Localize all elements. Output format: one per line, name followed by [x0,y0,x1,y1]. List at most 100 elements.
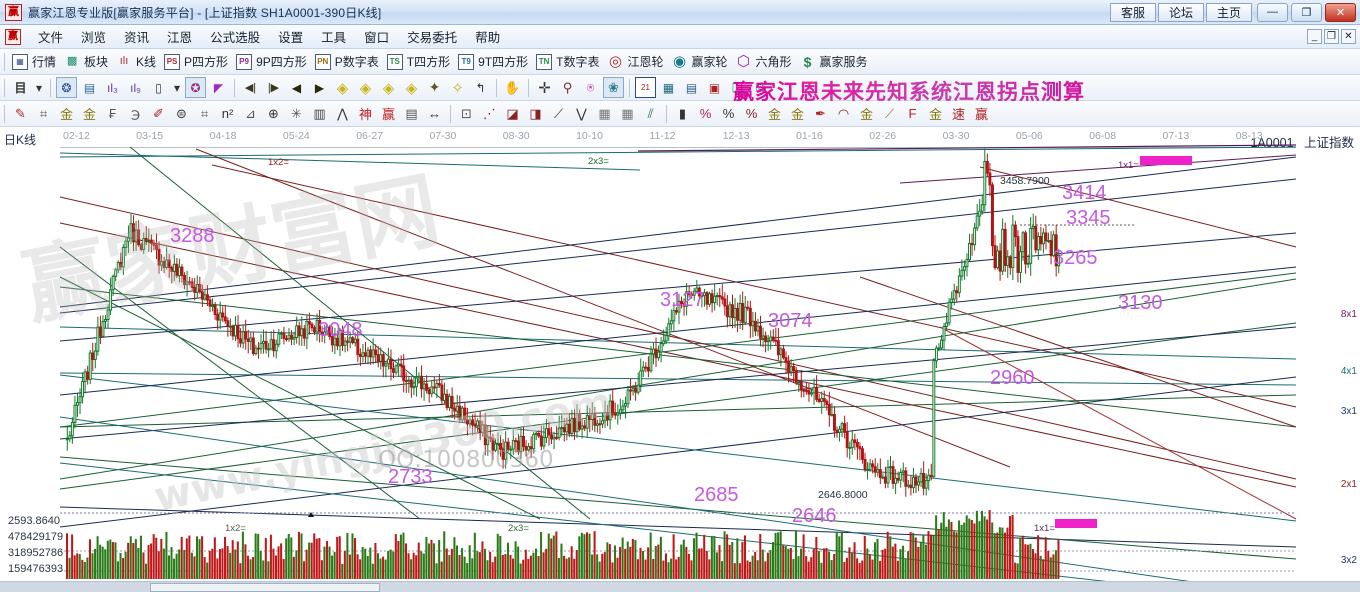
percent-line-icon[interactable]: % [745,106,758,121]
menu-item-browse[interactable]: 浏览 [81,31,107,45]
indicator9-icon[interactable]: ıl₉ [130,80,141,95]
star-burst-icon[interactable]: ✳ [291,105,302,121]
overlay-icon[interactable]: ❂ [56,77,77,98]
chart-canvas[interactable] [0,127,1360,592]
mdi-minimize-icon[interactable]: _ [1307,29,1322,44]
polygon-fill-icon[interactable]: ◪ [506,105,519,121]
dropdown-arrow-icon[interactable]: ▾ [35,80,43,95]
spiral-icon[interactable]: ℈ [130,105,141,121]
print-icon[interactable]: ⎙ [750,77,771,98]
zoom-out-y-icon[interactable]: ✧ [451,79,464,97]
bar-compare-icon[interactable]: ▮ [678,105,687,121]
menu-item-gann[interactable]: 江恩 [167,31,193,45]
gold-line-icon[interactable]: 金 [790,107,804,122]
gold-fan2-icon[interactable]: 金 [82,107,96,122]
scrollbar-thumb[interactable] [150,583,380,592]
column-icon[interactable]: ▯ [155,80,162,95]
pencil-draw-icon[interactable]: ✎ [15,105,26,121]
shift-left-icon[interactable]: ◈ [336,79,349,97]
chart-area[interactable]: 日K线 1A0001 上证指数 02-12 03-15 04-18 05-24 06-2… [0,127,1360,592]
menu-item-news[interactable]: 资讯 [124,31,150,45]
ying-icon[interactable]: 赢 [381,107,395,122]
zoom-in-x-icon[interactable]: ◈ [382,79,395,97]
close-icon[interactable]: ✕ [1325,2,1356,22]
toolbar-button-quotes[interactable]: ▦ 行情 [9,51,61,73]
minimize-icon[interactable]: — [1257,2,1288,22]
toolbar-button-t-square[interactable]: TS T四方形 [384,51,455,73]
menu-item-help[interactable]: 帮助 [475,31,501,45]
list-report-icon[interactable]: ▤ [83,80,96,95]
box-diag-icon[interactable]: ◨ [529,105,542,121]
zoom-in-y-icon[interactable]: ✦ [428,79,441,95]
zoom-out-x-icon[interactable]: ◈ [405,79,418,97]
menu-item-formula-stock-pick[interactable]: 公式选股 [210,31,261,45]
wave-mark-icon[interactable]: ⋀ [337,105,348,121]
horizontal-scrollbar[interactable] [0,581,1360,592]
fan-lines-icon[interactable]: ⋰ [483,105,496,121]
grid-lines-icon[interactable]: ⌗ [200,105,209,121]
toolbar-button-kline[interactable]: ılı K线 [113,51,161,73]
ink-pen-icon[interactable]: ✒ [815,105,826,121]
shift-right-icon[interactable]: ◈ [359,79,372,97]
formula-icon[interactable]: ✪ [185,77,206,98]
mdi-close-icon[interactable]: ✕ [1341,29,1356,44]
gold-ratio-icon[interactable]: 金 [859,107,873,122]
calendar-period-icon[interactable]: 目 [14,81,27,95]
toolbar-button-hexagon[interactable]: ⬡ 六角形 [733,51,797,73]
double-arrow-icon[interactable]: ↔ [428,106,441,121]
fan-gold-icon[interactable]: 金 [928,107,942,122]
spectrum-icon[interactable]: ◤ [213,80,224,95]
toolbar-button-9p-square[interactable]: P9 9P四方形 [233,51,312,73]
trend-up-icon[interactable]: ⟋ [553,105,564,121]
lian-icon[interactable]: 速 [951,107,965,122]
toolbar-button-gann-wheel[interactable]: ◎ 江恩轮 [604,51,668,73]
menu-item-settings[interactable]: 设置 [278,31,304,45]
percent-grid-icon[interactable]: ₣ [108,106,117,121]
compass-icon[interactable]: ⚲ [562,79,573,95]
calendar21-icon[interactable]: 21 [635,77,656,98]
menu-item-window[interactable]: 窗口 [364,31,390,45]
f-fan-icon[interactable]: F [908,106,917,121]
gold-circle-icon[interactable]: 金 [767,107,781,122]
target-icon[interactable]: ⊕ [268,105,279,121]
menu-item-tools[interactable]: 工具 [321,31,347,45]
gann-grid-icon[interactable]: ⌗ [39,105,48,121]
ladder-icon[interactable]: ▤ [405,105,418,121]
indicator3-icon[interactable]: ıl₃ [107,80,118,95]
toolbar-button-sectors[interactable]: ▩ 板块 [61,51,113,73]
forum-button[interactable]: 论坛 [1158,2,1204,22]
hand-pan-icon[interactable]: ✋ [504,79,521,95]
notes-icon[interactable]: ▤ [685,80,698,95]
toolbar-button-p-number-table[interactable]: PN P数字表 [312,51,384,73]
percent-symbol-icon[interactable]: % [722,106,735,121]
zigzag-icon[interactable]: ⋁ [576,105,587,121]
gold-fan1-icon[interactable]: 金 [59,107,73,122]
arc-tool-icon[interactable]: ◠ [837,105,850,121]
first-page-icon[interactable]: ◀| [244,82,257,94]
restore-icon[interactable]: ❐ [1291,2,1322,22]
toolbar-button-p-square[interactable]: PS P四方形 [161,51,233,73]
homepage-button[interactable]: 主页 [1206,2,1252,22]
calculator-icon[interactable]: ▦ [662,80,675,95]
cursor-tool-icon[interactable]: ↰ [475,80,486,95]
slope-icon[interactable]: ⟋ [884,105,895,121]
square-n2-icon[interactable]: n² [221,106,234,121]
brain-icon[interactable]: ❀ [603,77,624,98]
menu-item-file[interactable]: 文件 [38,31,64,45]
angle-fan-icon[interactable]: ⊿ [245,105,256,121]
crosshair-icon[interactable]: ✛ [538,79,551,97]
grid-box-icon[interactable]: ▦ [598,105,611,121]
last-page-icon[interactable]: |▶ [267,82,280,94]
next-icon[interactable]: ▶ [314,80,325,95]
shen-icon[interactable]: 神 [358,107,372,122]
circle-grid-icon[interactable]: ⊜ [176,105,187,121]
toolbar-button-t-number-table[interactable]: TN T数字表 [533,51,604,73]
parallel-channel-icon[interactable]: ⫽ [647,105,654,121]
customer-service-button[interactable]: 客服 [1110,2,1156,22]
grid-box2-icon[interactable]: ▦ [621,105,634,121]
toolbar-button-9t-square[interactable]: T9 9T四方形 [455,51,533,73]
percent-fan-icon[interactable]: % [699,106,712,121]
ying2-icon[interactable]: 赢 [974,107,988,122]
dropdown-arrow2-icon[interactable]: ▾ [173,80,181,95]
mdi-restore-icon[interactable]: ❐ [1324,29,1339,44]
